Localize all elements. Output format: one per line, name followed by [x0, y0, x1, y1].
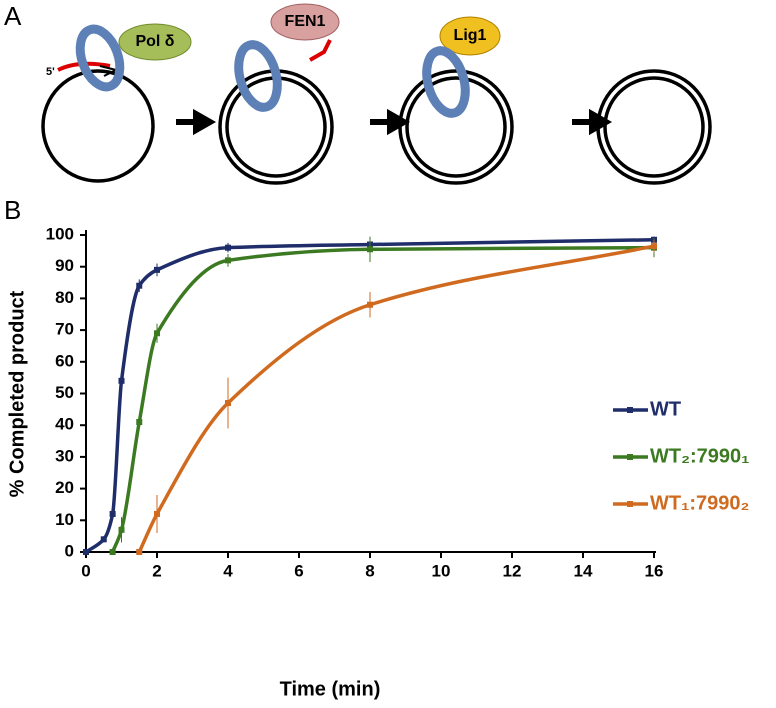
marker [109, 510, 116, 517]
diagram: A 5' Pol δ FEN1 Lig1 [4, 1, 712, 185]
step-arrow [370, 108, 411, 136]
x-tick-label: 14 [574, 561, 593, 580]
dna-circle [405, 76, 507, 178]
series-line [111, 245, 655, 553]
marker [136, 282, 143, 289]
marker [225, 257, 231, 264]
marker [100, 536, 107, 543]
marker [367, 301, 373, 308]
x-tick-label: 6 [294, 561, 303, 580]
legend-label: WT [650, 398, 681, 420]
x-tick-label: 4 [223, 561, 233, 580]
clamp [75, 24, 125, 92]
marker [118, 526, 125, 533]
marker [154, 330, 160, 337]
x-axis-label: Time (min) [280, 678, 381, 700]
dna-circle [603, 76, 705, 178]
fen1 [270, 3, 340, 41]
y-tick-label: 30 [55, 446, 74, 465]
legend-marker [627, 454, 633, 460]
y-tick-label: 20 [55, 478, 74, 497]
lig1 [439, 16, 501, 56]
x-tick-label: 0 [81, 561, 90, 580]
x-tick-label: 8 [365, 561, 374, 580]
pol-label: Pol δ [135, 33, 174, 50]
marker [83, 549, 89, 555]
x-tick-label: 16 [645, 561, 664, 580]
step-arrow [572, 108, 613, 136]
marker [154, 510, 160, 517]
marker [367, 246, 373, 253]
x-tick-label: 12 [503, 561, 522, 580]
pol-delta [118, 23, 192, 61]
y-tick-label: 0 [65, 541, 74, 560]
panel-label: A [4, 1, 22, 31]
marker [118, 377, 125, 384]
y-tick-label: 60 [55, 351, 74, 370]
five-prime: 5' [46, 66, 55, 78]
y-axis-label: % Completed product [6, 290, 28, 497]
legend-marker [627, 407, 633, 413]
step-arrow [176, 108, 217, 136]
dna-circle [398, 69, 514, 185]
flap [309, 39, 332, 62]
lig-label: Lig1 [454, 27, 487, 44]
x-tick-label: 10 [432, 561, 451, 580]
marker [225, 244, 231, 251]
marker [136, 549, 143, 555]
y-tick-label: 80 [55, 288, 74, 307]
legend-marker [627, 501, 633, 507]
clamp [422, 46, 470, 118]
marker [651, 243, 657, 250]
legend-label: WT₂:7990₁ [650, 445, 749, 467]
y-tick-label: 10 [55, 510, 74, 529]
clamp [234, 40, 282, 112]
x-tick-label: 2 [152, 561, 161, 580]
y-tick-label: 100 [46, 224, 74, 243]
y-tick-label: 90 [55, 256, 74, 275]
dna-circle [596, 69, 712, 185]
panel-label: B [4, 195, 21, 225]
y-tick-label: 70 [55, 320, 74, 339]
dna-circle [41, 69, 155, 183]
marker [109, 549, 116, 555]
fen-label: FEN1 [285, 13, 326, 30]
marker [154, 266, 160, 273]
y-tick-label: 40 [55, 415, 74, 434]
marker [136, 419, 143, 426]
series-line [84, 238, 655, 554]
series-line [137, 244, 655, 553]
marker [225, 400, 231, 407]
y-tick-label: 50 [55, 383, 74, 402]
legend-label: WT₁:7990₂ [650, 492, 749, 514]
